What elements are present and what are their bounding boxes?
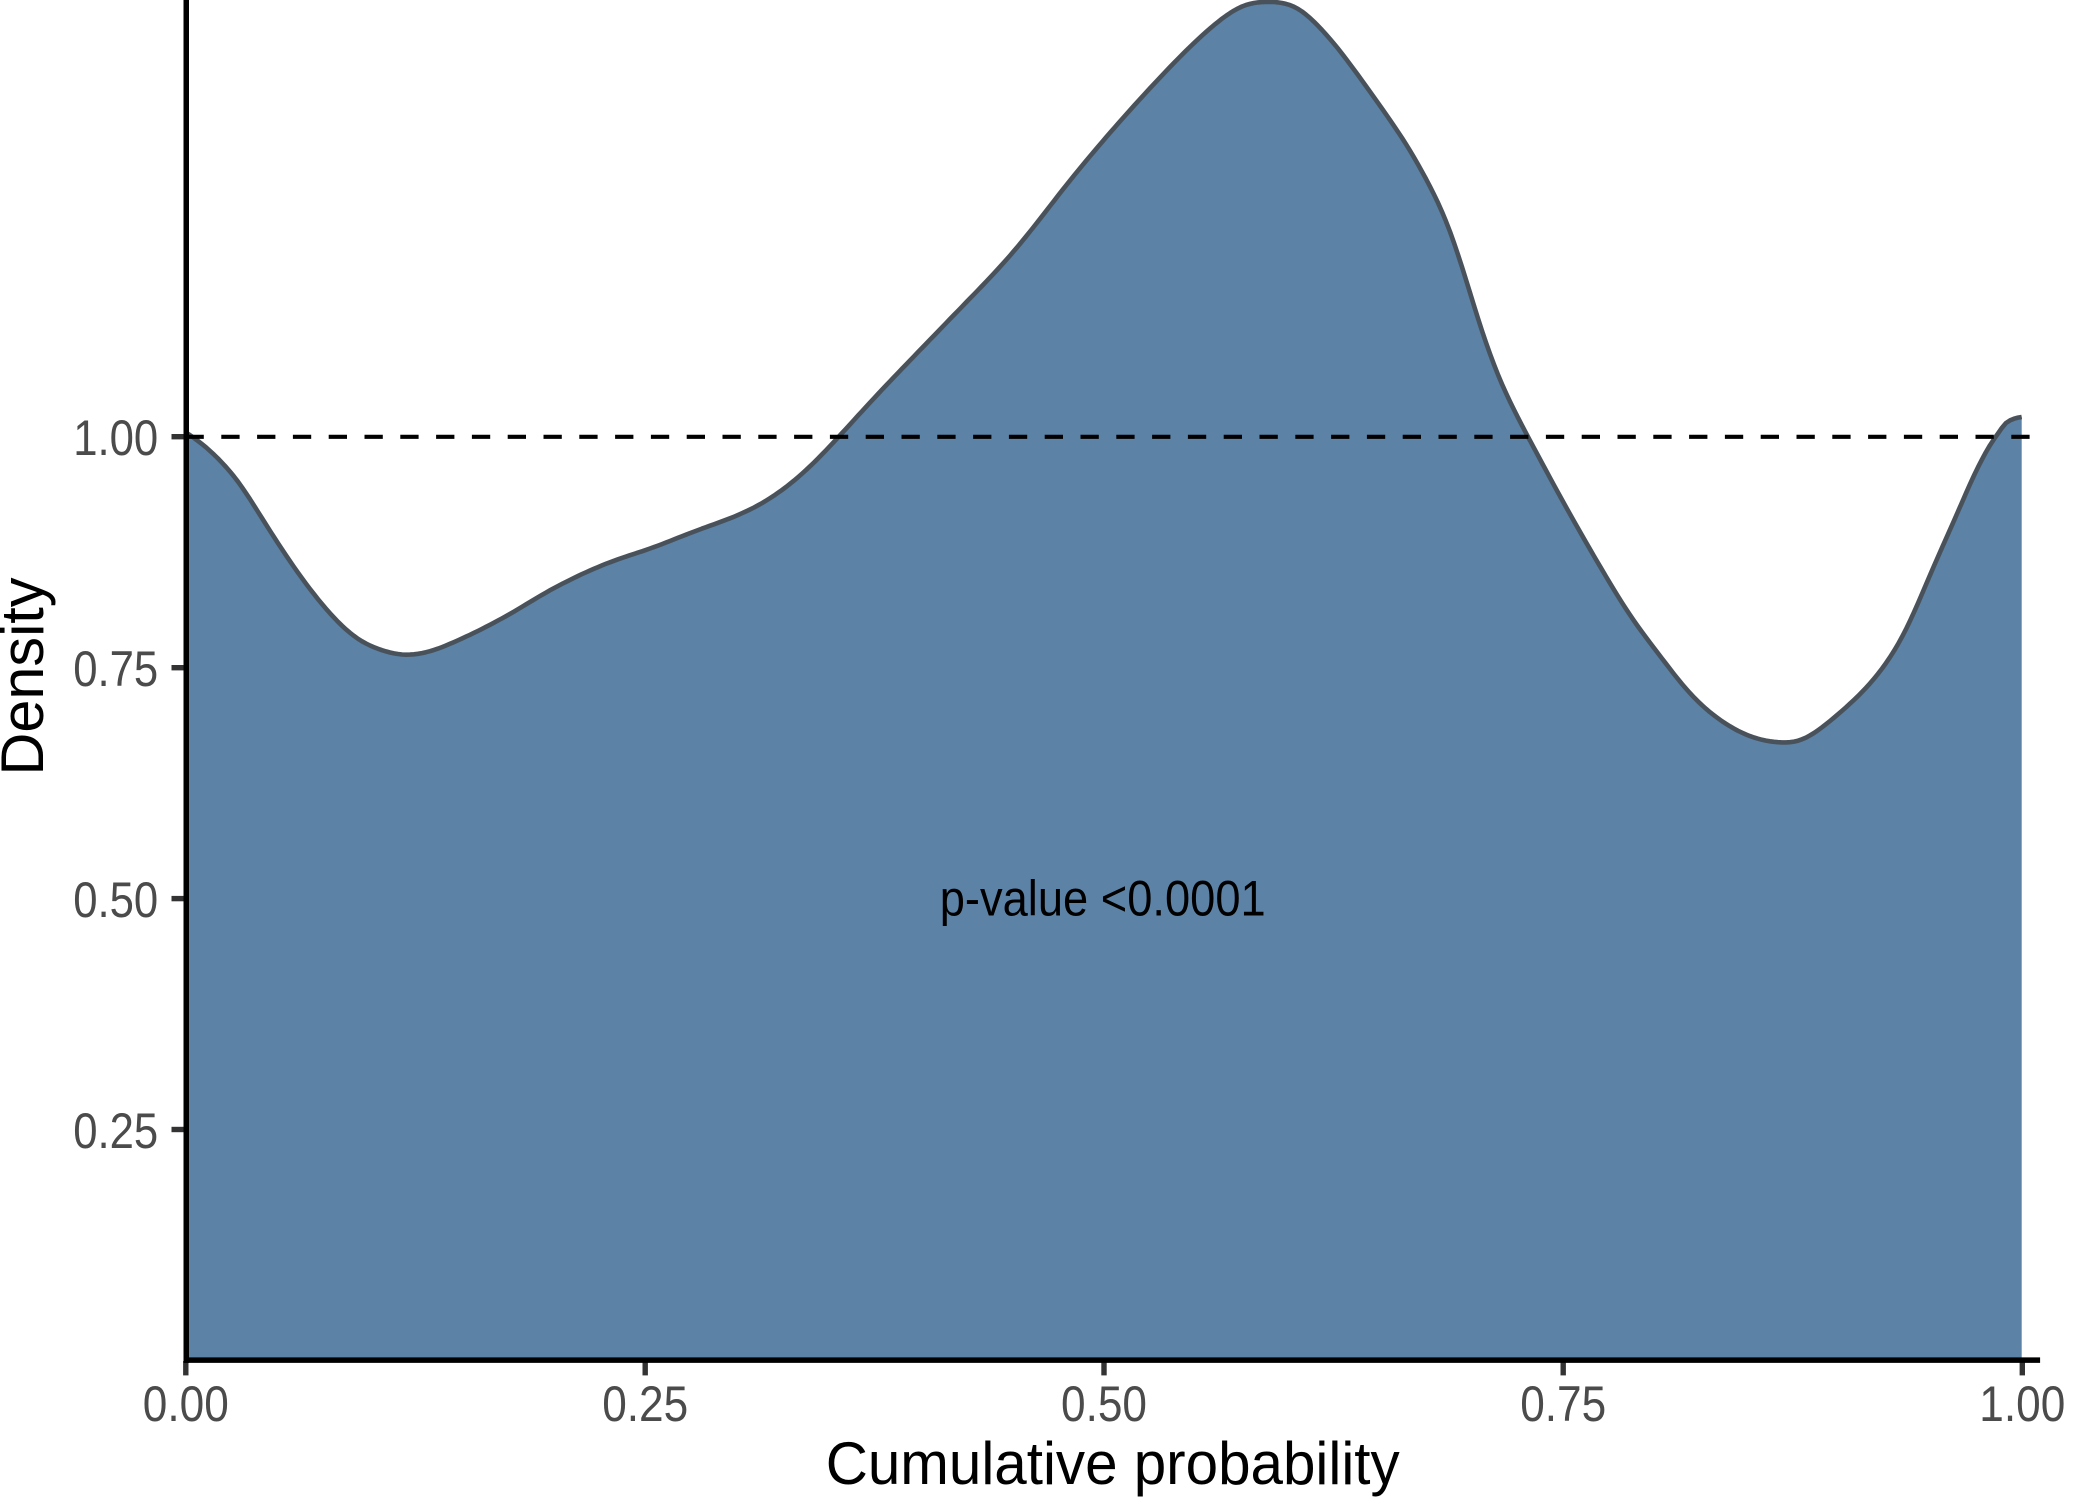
svg-text:0.00: 0.00 bbox=[143, 1376, 229, 1432]
svg-text:1.00: 1.00 bbox=[1979, 1376, 2065, 1432]
svg-text:0.50: 0.50 bbox=[73, 872, 158, 928]
svg-text:0.50: 0.50 bbox=[1061, 1376, 1147, 1432]
svg-text:0.25: 0.25 bbox=[602, 1376, 688, 1432]
svg-text:1.00: 1.00 bbox=[73, 410, 158, 466]
svg-text:0.75: 0.75 bbox=[1520, 1376, 1606, 1432]
svg-text:0.25: 0.25 bbox=[73, 1103, 158, 1159]
svg-text:p-value <0.0001: p-value <0.0001 bbox=[940, 871, 1266, 927]
svg-text:0.75: 0.75 bbox=[73, 641, 158, 697]
svg-text:Density: Density bbox=[0, 578, 56, 776]
svg-text:Cumulative probability: Cumulative probability bbox=[826, 1430, 1400, 1497]
